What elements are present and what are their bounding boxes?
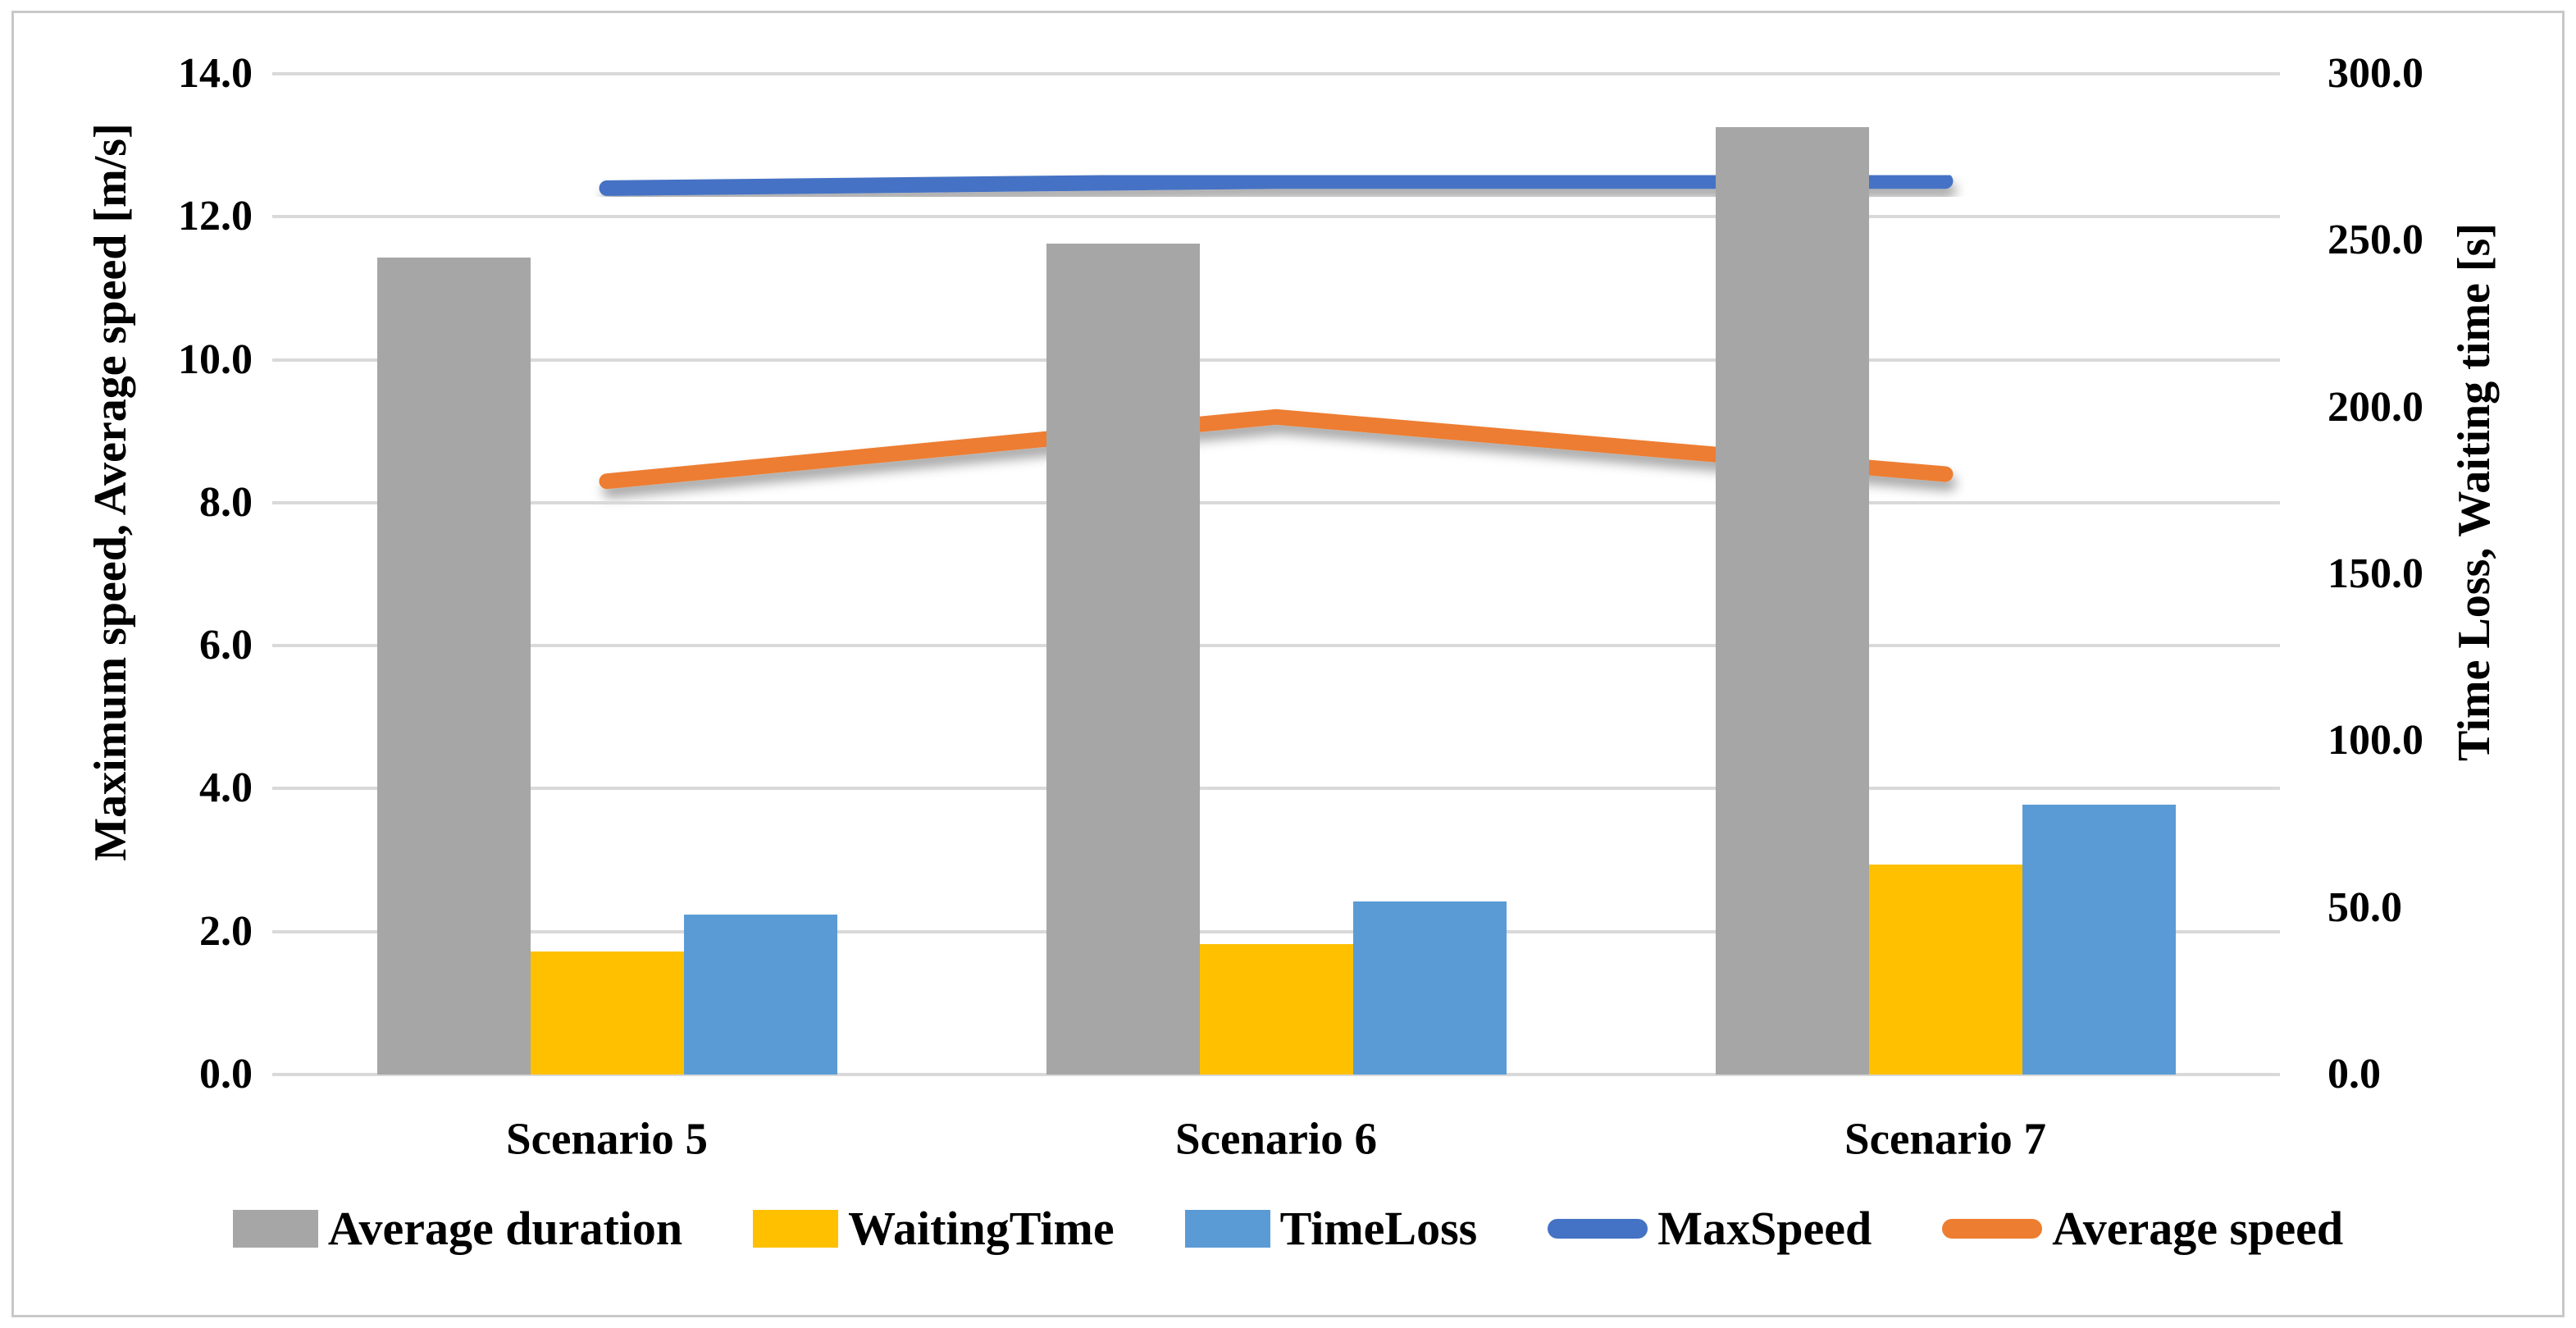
- bar-timeloss: [1352, 901, 1507, 1075]
- gridline: [272, 358, 2280, 362]
- left-axis-tick-label: 12.0: [178, 193, 253, 240]
- category-label: Scenario 6: [1175, 1113, 1377, 1164]
- bar-waitingtime: [1868, 864, 2022, 1075]
- legend-item-average-speed: Average speed: [1942, 1205, 2343, 1253]
- right-axis-tick-label: 150.0: [2328, 550, 2423, 597]
- legend-item-timeloss: TimeLoss: [1184, 1202, 1478, 1255]
- bar-average-duration: [1715, 127, 1869, 1075]
- right-axis-tick-label: 300.0: [2328, 50, 2423, 97]
- gridline: [272, 644, 2280, 648]
- gridline: [272, 1073, 2280, 1076]
- bar-waitingtime: [530, 951, 684, 1075]
- left-axis-tick-label: 6.0: [199, 622, 253, 669]
- legend-item-maxspeed: MaxSpeed: [1548, 1205, 1872, 1253]
- legend-item-waitingtime: WaitingTime: [753, 1202, 1115, 1255]
- bar-waitingtime: [1199, 944, 1353, 1075]
- gridline: [272, 72, 2280, 75]
- left-axis-tick-label: 0.0: [199, 1051, 253, 1098]
- gridline: [272, 215, 2280, 219]
- chart-border-frame: [11, 11, 2565, 1317]
- legend-label: WaitingTime: [848, 1202, 1115, 1255]
- left-axis-tick-label: 2.0: [199, 907, 253, 955]
- gridline: [272, 929, 2280, 933]
- legend-swatch-line-icon: [1548, 1219, 1648, 1239]
- legend-swatch-bar-icon: [753, 1210, 839, 1248]
- right-axis-tick-label: 250.0: [2328, 217, 2423, 264]
- right-axis-tick-label: 100.0: [2328, 717, 2423, 764]
- legend-swatch-bar-icon: [232, 1210, 318, 1248]
- legend-label: Average speed: [2052, 1202, 2344, 1255]
- legend-swatch-bar-icon: [1184, 1210, 1270, 1248]
- bar-average-duration: [376, 257, 531, 1075]
- bar-timeloss: [2022, 804, 2176, 1075]
- bar-average-duration: [1046, 244, 1200, 1075]
- category-label: Scenario 7: [1844, 1113, 2046, 1164]
- legend-swatch-line-icon: [1942, 1219, 2043, 1239]
- right-axis-tick-label: 50.0: [2328, 883, 2402, 931]
- bar-timeloss: [683, 914, 837, 1075]
- gridline: [272, 500, 2280, 504]
- gridline: [272, 787, 2280, 791]
- left-axis-tick-label: 14.0: [178, 50, 253, 97]
- category-label: Scenario 5: [506, 1113, 708, 1164]
- right-axis-tick-label: 200.0: [2328, 383, 2423, 431]
- legend-item-average-duration: Average duration: [232, 1202, 683, 1255]
- right-axis-tick-label: 0.0: [2328, 1051, 2381, 1098]
- legend-label: MaxSpeed: [1657, 1202, 1872, 1255]
- legend-label: TimeLoss: [1279, 1202, 1478, 1255]
- chart-legend: Average duration WaitingTime TimeLoss MaxSp…: [0, 1180, 2576, 1278]
- left-axis-tick-label: 4.0: [199, 764, 253, 812]
- left-axis-tick-label: 10.0: [178, 335, 253, 383]
- left-axis-tick-label: 8.0: [199, 478, 253, 526]
- legend-label: Average duration: [327, 1202, 683, 1255]
